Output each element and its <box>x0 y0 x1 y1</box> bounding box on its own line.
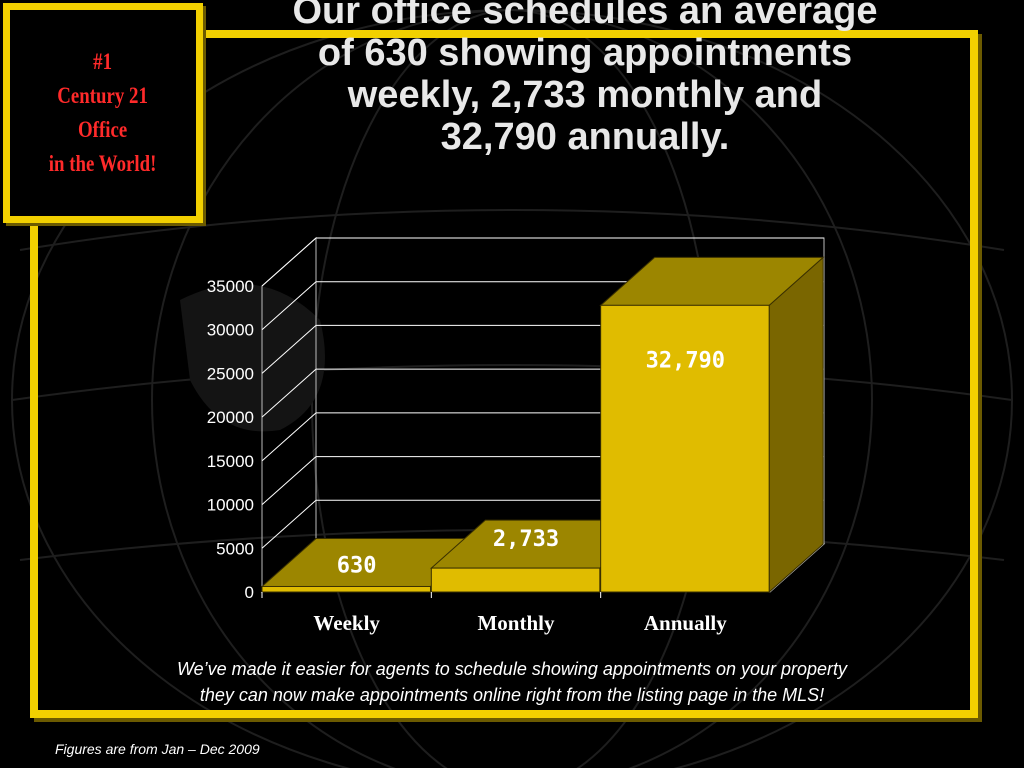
bar-side <box>768 256 824 594</box>
bar-front <box>261 585 431 593</box>
footnote-line: We’ve made it easier for agents to sched… <box>176 659 848 679</box>
title-line: of 630 showing appointments <box>317 32 853 74</box>
x-tick-label: Weekly <box>313 611 380 635</box>
slide-title: Our office schedules an average of 630 s… <box>225 0 945 158</box>
footnote: We’ve made it easier for agents to sched… <box>60 656 964 708</box>
badge-line: #1 <box>93 49 113 74</box>
footnote-line: they can now make appointments online ri… <box>199 685 825 705</box>
title-line: 32,790 annually. <box>440 116 730 158</box>
y-tick-label: 20000 <box>207 408 254 427</box>
x-tick-label: Monthly <box>477 611 555 635</box>
rank-badge: #1 Century 21 Office in the World! <box>3 3 203 223</box>
data-label: 2,733 <box>493 527 559 552</box>
source-note: Figures are from Jan – Dec 2009 <box>55 741 260 757</box>
data-label: 630 <box>337 553 377 578</box>
y-tick-label: 5000 <box>216 539 254 558</box>
y-tick-label: 25000 <box>207 364 254 383</box>
gridline <box>261 237 824 287</box>
title-line: Our office schedules an average <box>292 0 878 32</box>
badge-line: Century 21 <box>57 83 149 108</box>
y-tick-label: 35000 <box>207 277 254 296</box>
badge-line: in the World! <box>49 151 157 176</box>
x-tick-label: Annually <box>644 611 727 635</box>
y-tick-label: 30000 <box>207 321 254 340</box>
side-wall <box>261 236 317 594</box>
bar-front <box>430 567 601 593</box>
slide-frame <box>30 30 978 718</box>
badge-text: #1 Century 21 Office in the World! <box>49 45 157 181</box>
title-line: weekly, 2,733 monthly and <box>347 74 823 116</box>
y-tick-label: 0 <box>245 583 254 602</box>
badge-line: Office <box>78 117 128 142</box>
y-tick-label: 15000 <box>207 452 254 471</box>
bar-front <box>600 304 770 593</box>
data-label: 32,790 <box>646 348 725 373</box>
y-tick-label: 10000 <box>207 496 254 515</box>
